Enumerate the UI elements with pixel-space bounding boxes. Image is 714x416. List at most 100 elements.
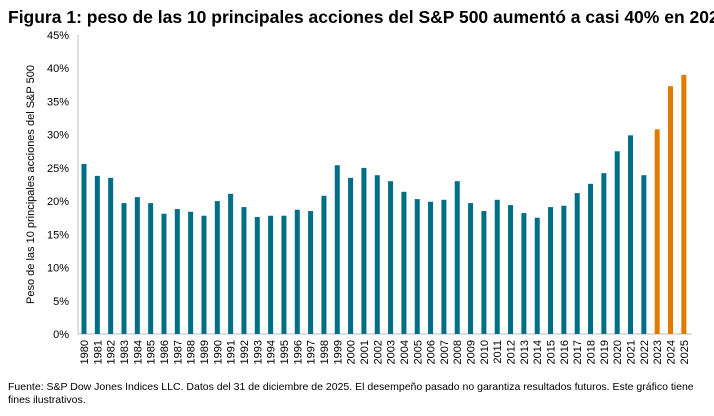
x-tick-label: 1983	[119, 340, 131, 364]
bar-2020	[614, 151, 620, 334]
x-tick-label: 2019	[599, 340, 611, 364]
bar-2017	[574, 193, 580, 334]
x-tick-label: 2013	[519, 340, 531, 364]
bar-1991	[228, 193, 234, 334]
x-tick-label: 1980	[79, 340, 91, 364]
x-tick-label: 2017	[572, 340, 584, 364]
bar-1986	[161, 213, 167, 334]
x-tick-label: 2011	[492, 340, 504, 364]
x-tick-label: 1999	[332, 340, 344, 364]
x-tick-label: 2004	[399, 340, 411, 364]
x-tick-label: 2009	[466, 340, 478, 364]
bar-1982	[108, 177, 114, 334]
bar-1997	[308, 211, 314, 334]
x-tick-label: 2002	[372, 340, 384, 364]
x-tick-label: 1984	[132, 340, 144, 364]
bar-1990	[214, 201, 220, 334]
bar-2016	[561, 205, 567, 334]
y-tick-label: 30%	[47, 130, 69, 142]
bar-1998	[321, 195, 327, 334]
y-tick-label: 10%	[47, 263, 69, 275]
bar-1989	[201, 215, 207, 334]
bar-2001	[361, 167, 367, 334]
x-tick-label: 2005	[412, 340, 424, 364]
bar-2025	[681, 74, 687, 334]
bar-2000	[348, 177, 354, 334]
x-tick-label: 1985	[146, 340, 158, 364]
x-tick-label: 2021	[626, 340, 638, 364]
x-tick-label: 2025	[679, 340, 691, 364]
bar-2012	[508, 205, 514, 334]
bar-2024	[668, 86, 674, 334]
y-tick-label: 25%	[47, 163, 69, 175]
bar-1981	[94, 175, 100, 334]
x-tick-label: 1981	[92, 340, 104, 364]
x-tick-label: 2003	[386, 340, 398, 364]
x-tick-label: 1995	[279, 340, 291, 364]
x-tick-label: 1989	[199, 340, 211, 364]
x-tick-label: 2000	[346, 340, 358, 364]
x-tick-label: 2007	[439, 340, 451, 364]
bar-2005	[414, 199, 420, 334]
bar-2007	[441, 199, 447, 334]
bar-1983	[121, 203, 127, 334]
bar-2023	[654, 129, 660, 334]
x-tick-label: 2023	[652, 340, 664, 364]
bar-1999	[334, 165, 340, 334]
bar-2008	[454, 181, 460, 334]
x-tick-label: 1996	[292, 340, 304, 364]
bar-2004	[401, 191, 407, 334]
y-tick-label: 35%	[47, 96, 69, 108]
x-tick-label: 2018	[586, 340, 598, 364]
source-note: Fuente: S&P Dow Jones Indices LLC. Datos…	[8, 381, 694, 406]
bar-2010	[481, 211, 487, 334]
x-tick-label: 1982	[106, 340, 118, 364]
bar-2013	[521, 213, 527, 334]
bar-1995	[281, 215, 287, 334]
bar-2018	[588, 183, 594, 334]
bar-2022	[641, 175, 647, 334]
x-tick-label: 1988	[186, 340, 198, 364]
bar-2002	[374, 175, 380, 334]
x-tick-label: 1997	[306, 340, 318, 364]
bar-2011	[494, 199, 500, 334]
y-tick-label: 45%	[47, 30, 69, 42]
y-tick-label: 5%	[53, 296, 69, 308]
bar-1984	[134, 197, 140, 334]
x-tick-label: 1990	[212, 340, 224, 364]
bar-2015	[548, 207, 554, 334]
bar-chart: 0% 5% 10% 15% 20% 25% 30% 35% 40% 45% Peso de las …	[25, 30, 692, 364]
y-tick-label: 40%	[47, 63, 69, 75]
x-tick-label: 1991	[226, 340, 238, 364]
x-tick-label: 1986	[159, 340, 171, 364]
y-tick-label: 20%	[47, 196, 69, 208]
bar-2009	[468, 203, 474, 334]
y-tick-label: 0%	[53, 329, 69, 341]
bar-2003	[388, 181, 394, 334]
x-tick-label: 2001	[359, 340, 371, 364]
bar-1988	[188, 211, 194, 334]
chart-title: Figura 1: peso de las 10 principales acc…	[8, 7, 714, 27]
x-tick-label: 2024	[666, 340, 678, 364]
bar-2021	[628, 135, 634, 334]
x-tick-label: 2020	[612, 340, 624, 364]
x-tick-label: 1992	[239, 340, 251, 364]
x-tick-label: 1987	[172, 340, 184, 364]
bar-1985	[148, 203, 154, 334]
bar-2006	[428, 201, 434, 334]
bar-1980	[81, 163, 87, 334]
x-tick-label: 2012	[506, 340, 518, 364]
x-tick-label: 2014	[532, 340, 544, 364]
x-tick-label: 2008	[452, 340, 464, 364]
y-axis-label: Peso de las 10 principales acciones del …	[25, 65, 37, 304]
y-tick-label: 15%	[47, 229, 69, 241]
bar-1987	[174, 209, 180, 334]
x-tick-label: 2016	[559, 340, 571, 364]
x-tick-label: 2015	[546, 340, 558, 364]
x-tick-label: 1994	[266, 340, 278, 364]
x-tick-label: 1993	[252, 340, 264, 364]
bar-1994	[268, 215, 274, 334]
x-tick-label: 1998	[319, 340, 331, 364]
bar-1996	[294, 209, 300, 334]
bar-2019	[601, 173, 607, 334]
